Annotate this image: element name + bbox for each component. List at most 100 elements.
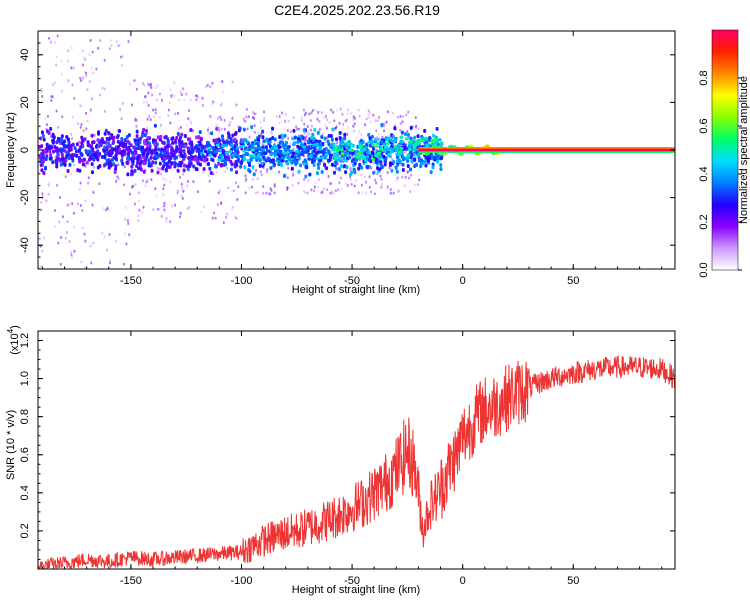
spectrogram-cell [336,158,341,162]
spectrogram-cell [196,190,199,194]
spectrogram-cell [66,137,70,142]
spectrogram-cell [337,188,340,192]
spectrogram-cell [401,120,404,124]
spectrogram-cell [80,122,83,126]
spectrogram-cell [49,40,52,44]
spectrogram-cell [56,183,59,187]
spectrogram-cell [66,59,69,63]
spectrogram-cell [324,140,327,144]
spectrogram-cell [204,149,208,154]
spectrogram-cell [177,127,180,131]
spectrogram-cell [180,140,184,145]
spectrogram-cell [80,141,84,146]
spectrogram-cell [330,137,334,142]
spectrogram-cell [396,115,399,119]
spectrogram-cell [81,49,84,53]
spectrogram-cell [310,188,313,192]
spectrogram-cell [218,148,223,152]
spectrogram-cell [38,237,41,241]
spectrogram-cell [246,127,249,131]
spectrogram-cell [135,134,139,139]
spectrogram-cell [353,161,357,166]
spectrogram-cell [103,58,106,62]
spectrogram-cell [228,150,233,154]
spectrogram-cell [117,43,120,47]
spectrogram-cell [300,116,303,120]
spectrogram-cell [383,148,388,152]
spectrogram-cell [233,164,237,169]
spectrogram-cell [166,143,170,148]
spectrogram-cell [377,115,380,119]
spectrogram-cell [59,262,62,266]
spectrogram-cell [377,154,382,158]
spectrogram-cell [369,111,372,115]
spectrogram-cell [377,159,381,164]
spectrogram-cell [307,157,312,161]
spectrogram-cell [208,153,213,157]
spectrogram-cell [208,166,212,171]
spectrogram-cell [142,169,146,174]
spectrogram-cell [130,169,134,174]
spectrogram-cell [201,104,204,108]
spectrogram-cell [60,137,64,142]
spectrogram-cell [223,127,226,131]
spectrogram-cell [220,127,223,131]
spectrogram-cell [322,147,326,152]
spectrogram-cell [264,145,268,150]
spectrogram-cell [360,165,364,170]
spectrogram-x-tick-label: -150 [120,275,142,287]
spectrogram-cell [80,152,84,157]
snr-y-tick-label: 0.6 [19,447,31,462]
spectrogram-cell [364,180,367,184]
spectrogram-cell [216,170,219,174]
spectrogram-cell [357,191,360,195]
spectrogram-cell [297,181,300,185]
spectrogram-cell [406,163,410,168]
spectrogram-cell [39,159,43,164]
spectrogram-cell [58,195,61,199]
spectrogram-cell [56,125,59,129]
spectrogram-cell [309,118,312,122]
spectrogram-cell [235,181,238,185]
spectrogram-cell [280,159,285,163]
spectrogram-cell [66,220,69,224]
spectrogram-cell [53,208,56,212]
spectrogram-cell [300,153,305,157]
spectrogram-cell [71,83,74,87]
spectrogram-cell [85,111,88,115]
spectrogram-cell [84,58,87,62]
spectrogram-cell [85,74,88,78]
spectrogram-cell [338,130,342,135]
spectrogram-cell [308,132,311,136]
spectrogram-cell [77,155,81,160]
spectrogram-cell [278,149,283,153]
spectrogram-cell [401,168,405,173]
spectrogram-cell [171,140,175,145]
spectrogram-cell [326,139,330,144]
spectrogram-cell [104,128,108,133]
spectrogram-cell [435,154,439,159]
spectrogram-cell [296,144,300,149]
spectrogram-cell [389,188,392,192]
spectrogram-cell [244,191,247,195]
figure-title: C2E4.2025.202.23.56.R19 [274,2,440,18]
spectrogram-cell [214,216,217,220]
spectrogram-cell [408,167,412,172]
spectrogram-cell [113,170,117,175]
spectrogram-cell [61,215,64,219]
spectrogram-cell [221,80,224,84]
spectrogram-cell [256,154,261,158]
colorbar-tick-label: 0.6 [698,118,710,133]
spectrogram-cell [103,87,106,91]
snr-x-ticks: -150 -100 -50 0 50 [41,331,663,587]
spectrogram-cell [83,232,86,236]
spectrogram-cell [286,148,291,152]
spectrogram-cell [317,110,320,114]
spectrogram-x-tick-label: 50 [567,275,579,287]
spectrogram-cell [152,108,155,112]
spectrogram-cell [395,169,399,174]
spectrogram-cell [277,162,281,167]
spectrogram-cell [133,79,136,83]
spectrogram-cell [273,191,276,195]
spectrogram-cell [78,140,81,144]
